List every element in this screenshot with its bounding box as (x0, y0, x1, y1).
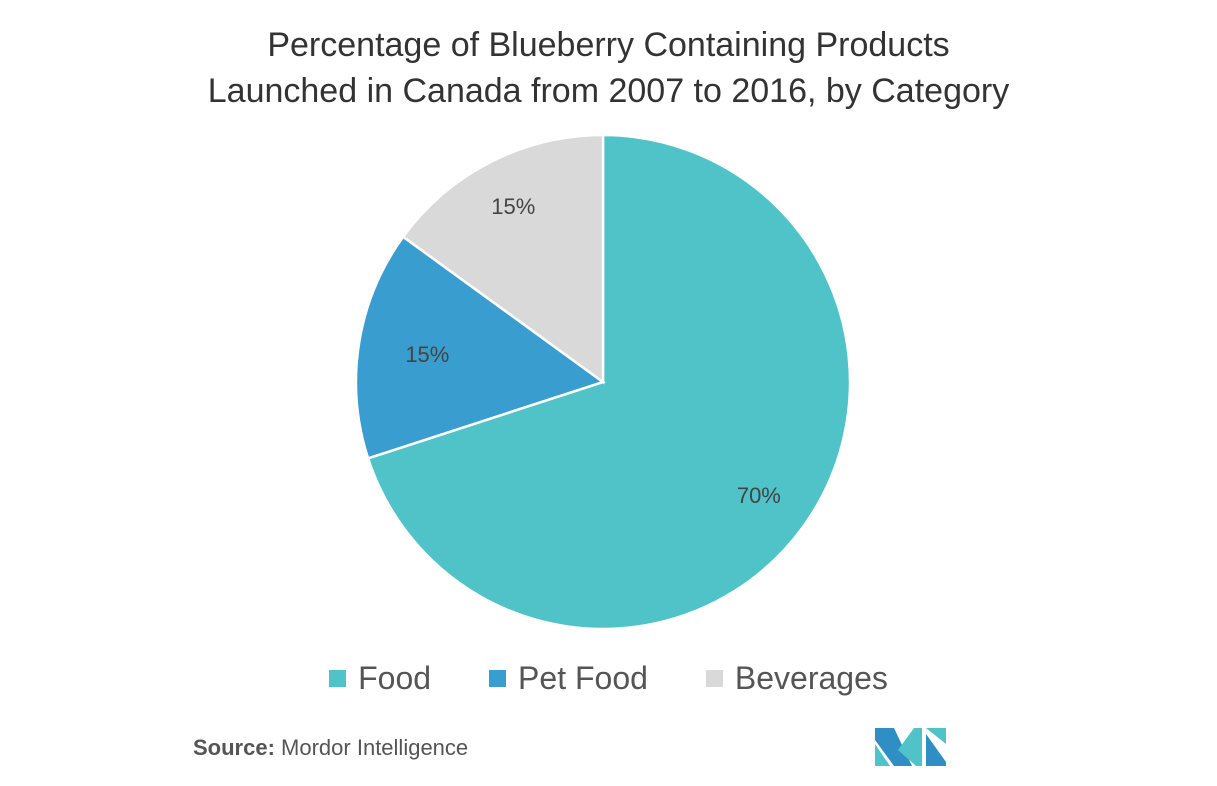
legend-label-food: Food (358, 660, 432, 696)
legend-swatch-beverages (705, 670, 723, 687)
chart-title: Percentage of Blueberry Containing Produ… (0, 22, 1217, 114)
data-label-food: 70% (737, 483, 781, 508)
data-label-pet-food: 15% (405, 342, 449, 367)
source-note: Source: Mordor Intelligence (193, 735, 468, 761)
chart-title-line2: Launched in Canada from 2007 to 2016, by… (207, 72, 1010, 110)
legend-label-beverages: Beverages (734, 660, 888, 696)
pie-slice-pet-food (354, 235, 606, 460)
mordor-intelligence-logo (875, 728, 946, 766)
data-label-beverages: 15% (491, 194, 535, 219)
legend-label-pet-food: Pet Food (518, 660, 648, 696)
legend-item-beverages: Beverages (705, 660, 888, 697)
legend-swatch-food (329, 670, 347, 687)
legend: Food Pet Food Beverages (0, 660, 1217, 697)
legend-swatch-pet-food (489, 670, 507, 687)
pie-slice-food (366, 133, 852, 631)
chart-title-line1: Percentage of Blueberry Containing Produ… (267, 26, 950, 64)
legend-item-pet-food: Pet Food (489, 660, 648, 697)
pie-chart: 70% 15% 15% (354, 133, 852, 631)
pie-slice-beverages (401, 133, 605, 385)
source-label: Source: (193, 735, 275, 760)
source-text: Mordor Intelligence (281, 735, 469, 760)
legend-item-food: Food (329, 660, 431, 697)
